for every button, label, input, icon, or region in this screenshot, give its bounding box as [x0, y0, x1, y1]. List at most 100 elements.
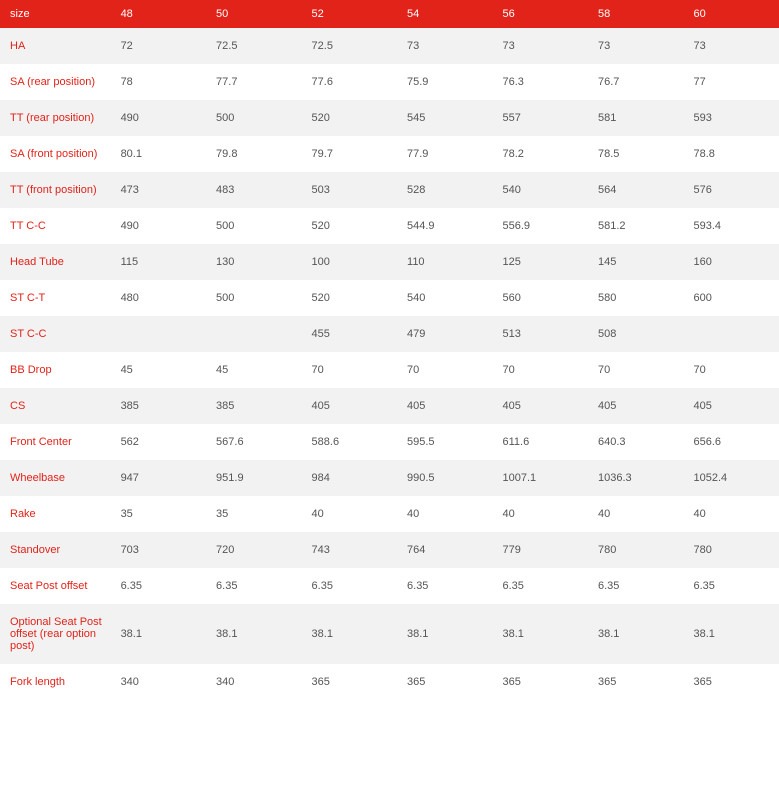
- row-value: 80.1: [111, 136, 206, 172]
- row-value: 6.35: [111, 568, 206, 604]
- row-label: Wheelbase: [0, 460, 111, 496]
- row-label: Optional Seat Post offset (rear option p…: [0, 604, 111, 664]
- row-value: 455: [302, 316, 397, 352]
- row-value: 703: [111, 532, 206, 568]
- row-value: 567.6: [206, 424, 301, 460]
- row-value: 581.2: [588, 208, 683, 244]
- row-value: 77.9: [397, 136, 492, 172]
- row-value: 405: [397, 388, 492, 424]
- row-label: Seat Post offset: [0, 568, 111, 604]
- row-value: 544.9: [397, 208, 492, 244]
- row-value: 340: [206, 664, 301, 700]
- row-value: 951.9: [206, 460, 301, 496]
- row-value: 780: [683, 532, 779, 568]
- row-value: 38.1: [111, 604, 206, 664]
- row-value: 779: [493, 532, 588, 568]
- table-row: TT C-C490500520544.9556.9581.2593.4: [0, 208, 779, 244]
- row-value: 38.1: [206, 604, 301, 664]
- table-row: BB Drop45457070707070: [0, 352, 779, 388]
- row-value: 764: [397, 532, 492, 568]
- row-value: 483: [206, 172, 301, 208]
- row-value: 6.35: [683, 568, 779, 604]
- row-label: Rake: [0, 496, 111, 532]
- row-value: 38.1: [493, 604, 588, 664]
- row-value: 405: [588, 388, 683, 424]
- header-size: 58: [588, 0, 683, 28]
- row-value: 38.1: [302, 604, 397, 664]
- row-value: 72: [111, 28, 206, 64]
- row-label: Fork length: [0, 664, 111, 700]
- row-value: 70: [493, 352, 588, 388]
- row-value: 500: [206, 280, 301, 316]
- row-value: 40: [683, 496, 779, 532]
- row-label: BB Drop: [0, 352, 111, 388]
- geometry-table: size48505254565860 HA7272.572.573737373S…: [0, 0, 779, 700]
- row-value: 564: [588, 172, 683, 208]
- header-label: size: [0, 0, 111, 28]
- row-value: 125: [493, 244, 588, 280]
- row-value: 540: [397, 280, 492, 316]
- row-value: 45: [206, 352, 301, 388]
- row-value: 70: [683, 352, 779, 388]
- row-value: 513: [493, 316, 588, 352]
- row-value: 473: [111, 172, 206, 208]
- row-value: 611.6: [493, 424, 588, 460]
- table-row: Front Center562567.6588.6595.5611.6640.3…: [0, 424, 779, 460]
- row-value: 593: [683, 100, 779, 136]
- table-row: Seat Post offset6.356.356.356.356.356.35…: [0, 568, 779, 604]
- row-value: 73: [493, 28, 588, 64]
- row-value: 100: [302, 244, 397, 280]
- row-value: 580: [588, 280, 683, 316]
- row-value: 115: [111, 244, 206, 280]
- row-label: SA (front position): [0, 136, 111, 172]
- row-value: 508: [588, 316, 683, 352]
- row-label: TT (front position): [0, 172, 111, 208]
- table-row: ST C-C455479513508: [0, 316, 779, 352]
- row-label: SA (rear position): [0, 64, 111, 100]
- row-value: 40: [588, 496, 683, 532]
- row-value: 365: [302, 664, 397, 700]
- row-value: 365: [397, 664, 492, 700]
- row-value: 76.7: [588, 64, 683, 100]
- row-value: 990.5: [397, 460, 492, 496]
- row-value: 479: [397, 316, 492, 352]
- row-value: [111, 316, 206, 352]
- row-value: 385: [206, 388, 301, 424]
- row-value: 490: [111, 208, 206, 244]
- row-value: [206, 316, 301, 352]
- table-row: Rake35354040404040: [0, 496, 779, 532]
- row-value: 6.35: [206, 568, 301, 604]
- row-label: Standover: [0, 532, 111, 568]
- row-value: 35: [111, 496, 206, 532]
- row-value: 588.6: [302, 424, 397, 460]
- row-value: 520: [302, 100, 397, 136]
- table-header: size48505254565860: [0, 0, 779, 28]
- row-value: 35: [206, 496, 301, 532]
- row-value: 1052.4: [683, 460, 779, 496]
- row-value: 75.9: [397, 64, 492, 100]
- row-value: 6.35: [588, 568, 683, 604]
- row-value: 145: [588, 244, 683, 280]
- header-size: 48: [111, 0, 206, 28]
- row-value: 45: [111, 352, 206, 388]
- table-row: ST C-T480500520540560580600: [0, 280, 779, 316]
- row-value: 1007.1: [493, 460, 588, 496]
- row-value: 38.1: [588, 604, 683, 664]
- row-label: ST C-T: [0, 280, 111, 316]
- row-value: 6.35: [493, 568, 588, 604]
- row-value: 640.3: [588, 424, 683, 460]
- row-value: 984: [302, 460, 397, 496]
- row-value: 500: [206, 208, 301, 244]
- row-value: 78.5: [588, 136, 683, 172]
- row-value: 73: [397, 28, 492, 64]
- row-value: 600: [683, 280, 779, 316]
- table-body: HA7272.572.573737373SA (rear position)78…: [0, 28, 779, 700]
- row-value: 656.6: [683, 424, 779, 460]
- row-label: TT C-C: [0, 208, 111, 244]
- row-value: 490: [111, 100, 206, 136]
- table-row: TT (front position)473483503528540564576: [0, 172, 779, 208]
- row-value: 70: [588, 352, 683, 388]
- row-label: Front Center: [0, 424, 111, 460]
- header-size: 52: [302, 0, 397, 28]
- row-value: 1036.3: [588, 460, 683, 496]
